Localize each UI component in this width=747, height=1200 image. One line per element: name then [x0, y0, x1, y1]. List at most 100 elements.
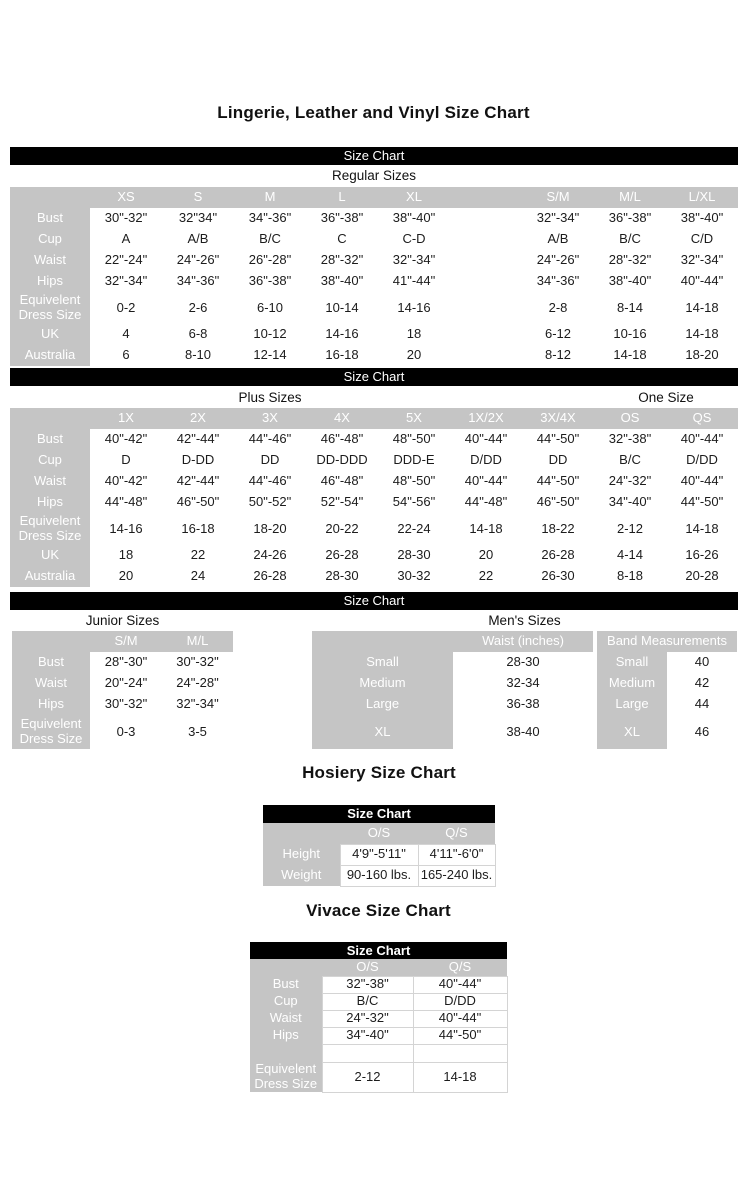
- cell-value: 32"-34": [90, 271, 162, 292]
- cell-value: [450, 292, 522, 324]
- cell-value: 14-18: [666, 513, 738, 545]
- cell-value: 32"-34": [378, 250, 450, 271]
- row-label: Hips: [10, 492, 90, 513]
- row-label: Large: [597, 694, 667, 715]
- table-row: UK 4 6-8 10-12 14-16 18 6-12 10-16 14-18: [10, 324, 738, 345]
- mens-waist-table: Waist (inches) Small 28-30 Medium 32-34 Large…: [312, 631, 593, 749]
- table-corner: [250, 959, 322, 976]
- row-label: Waist: [10, 250, 90, 271]
- column-header: S: [162, 187, 234, 208]
- table-row: Small 40: [597, 652, 738, 673]
- table-row: Australia 20 24 26-28 28-30 30-32 22 26-30 8-18 2…: [10, 566, 738, 587]
- table-row: Small 28-30: [312, 652, 593, 673]
- row-label: Small: [312, 652, 453, 673]
- cell-value: 32"-34": [522, 208, 594, 229]
- cell-value: 20: [378, 345, 450, 366]
- cell-value: 36-38: [453, 694, 593, 715]
- cell-value: 165-240 lbs.: [417, 864, 496, 887]
- cell-value: B/C: [594, 229, 666, 250]
- row-label: Cup: [10, 229, 90, 250]
- cell-value: 3-5: [162, 715, 233, 749]
- table-corner: [312, 631, 453, 652]
- row-label: Cup: [10, 450, 90, 471]
- table-row: Equivelent Dress Size 0-3 3-5: [12, 715, 233, 749]
- cell-value: 32"-34": [162, 694, 233, 715]
- cell-value: 90-160 lbs.: [339, 864, 419, 887]
- cell-value: 41"-44": [378, 271, 450, 292]
- cell-value: 22"-24": [90, 250, 162, 271]
- cell-value: 28"-30": [90, 652, 162, 673]
- row-label: Cup: [250, 993, 322, 1010]
- table-row: Large 44: [597, 694, 738, 715]
- table-row: Waist 20"-24" 24"-28": [12, 673, 233, 694]
- cell-value: 30-32: [378, 566, 450, 587]
- cell-value: 50"-52": [234, 492, 306, 513]
- cell-value: 14-18: [666, 292, 738, 324]
- row-label: Australia: [10, 566, 90, 587]
- cell-value: 22: [450, 566, 522, 587]
- cell-value: 48"-50": [378, 471, 450, 492]
- cell-value: 40"-44": [412, 1009, 508, 1028]
- page-title: Lingerie, Leather and Vinyl Size Chart: [217, 103, 530, 122]
- cell-value: C/D: [666, 229, 738, 250]
- row-label: Equivelent Dress Size: [12, 715, 90, 749]
- cell-value: 26"-28": [234, 250, 306, 271]
- cell-value: 40"-44": [666, 429, 738, 450]
- cell-value: 18: [378, 324, 450, 345]
- table-corner: [10, 408, 90, 429]
- cell-value: 30"-32": [90, 208, 162, 229]
- cell-value: 44"-46": [234, 429, 306, 450]
- column-header: 1X: [90, 408, 162, 429]
- cell-value: C-D: [378, 229, 450, 250]
- cell-value: 10-14: [306, 292, 378, 324]
- table-row: XL 38-40: [312, 715, 593, 749]
- cell-value: 46"-50": [522, 492, 594, 513]
- cell-value: 52"-54": [306, 492, 378, 513]
- row-label: Australia: [10, 345, 90, 366]
- column-header: Q/S: [413, 959, 507, 976]
- cell-value: 6-8: [162, 324, 234, 345]
- table-row: Large 36-38: [312, 694, 593, 715]
- cell-value: DD: [234, 450, 306, 471]
- cell-value: A/B: [522, 229, 594, 250]
- cell-value: 24"-32": [321, 1009, 414, 1028]
- row-label: Bust: [10, 429, 90, 450]
- column-header: L/XL: [666, 187, 738, 208]
- section-label-mens-sizes: Men's Sizes: [488, 613, 561, 628]
- cell-value: 14-18: [450, 513, 522, 545]
- table-row: Bust 40"-42" 42"-44" 44"-46" 46"-48" 48"-50" 4…: [10, 429, 738, 450]
- cell-value: 2-12: [594, 513, 666, 545]
- cell-value: DD: [522, 450, 594, 471]
- row-label: Weight: [263, 865, 340, 886]
- column-header: 2X: [162, 408, 234, 429]
- row-label: [250, 1044, 322, 1062]
- row-label: Hips: [12, 694, 90, 715]
- cell-value: 8-12: [522, 345, 594, 366]
- header-row: 1X 2X 3X 4X 5X 1X/2X 3X/4X OS QS: [10, 408, 738, 429]
- cell-value: 28-30: [378, 545, 450, 566]
- cell-value: 46: [667, 715, 738, 749]
- table-row: Equivelent Dress Size 2-12 14-18: [250, 1061, 508, 1093]
- cell-value: B/C: [321, 992, 414, 1011]
- table-corner: [10, 187, 90, 208]
- cell-value: 16-18: [306, 345, 378, 366]
- cell-value: 10-16: [594, 324, 666, 345]
- vivace-title: Vivace Size Chart: [306, 901, 451, 920]
- cell-value: D: [90, 450, 162, 471]
- cell-value: C: [306, 229, 378, 250]
- table-row: Waist 40"-42" 42"-44" 44"-46" 46"-48" 48"-50"…: [10, 471, 738, 492]
- junior-sizes-table: S/M M/L Bust 28"-30" 30"-32" Waist 20"-24" 24"-…: [12, 631, 233, 749]
- column-header: XS: [90, 187, 162, 208]
- table-row: UK 18 22 24-26 26-28 28-30 20 26-28 4-14 16-26: [10, 545, 738, 566]
- cell-value: 14-18: [412, 1061, 508, 1093]
- cell-value: B/C: [594, 450, 666, 471]
- size-chart-bar-hosiery: Size Chart: [263, 805, 495, 823]
- cell-value: 36"-38": [594, 208, 666, 229]
- row-label: Height: [263, 844, 340, 865]
- row-label: Bust: [250, 976, 322, 993]
- cell-value: [321, 1043, 414, 1063]
- cell-value: [450, 229, 522, 250]
- cell-value: 18: [90, 545, 162, 566]
- cell-value: 38"-40": [306, 271, 378, 292]
